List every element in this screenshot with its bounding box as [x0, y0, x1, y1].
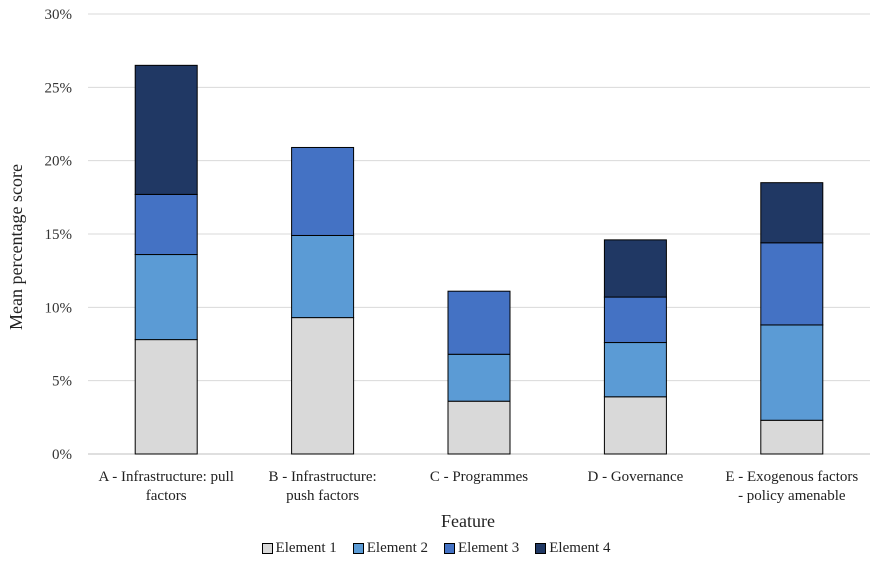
- y-axis-title: Mean percentage score: [6, 164, 26, 330]
- legend-swatch: [261, 543, 273, 554]
- y-tick-label: 20%: [45, 154, 73, 170]
- x-category-label: A - Infrastructure: pull factors: [99, 469, 234, 504]
- legend-item: Element 1: [261, 540, 337, 557]
- bar-segment: [447, 290, 511, 355]
- bar-segment: [134, 254, 198, 341]
- bar-segment: [603, 239, 667, 298]
- stacked-bar-chart: 0% 5% 10% 15% 20% 25% 30% A - Infrastructure: …: [6, 7, 870, 531]
- legend-swatch: [535, 543, 547, 554]
- y-axis-ticks: 0% 5% 10% 15% 20% 25% 30%: [45, 7, 73, 463]
- x-category-label: C - Programmes: [430, 469, 528, 485]
- x-axis-title: Feature: [441, 511, 495, 531]
- bar-segment: [291, 317, 355, 455]
- bar-segment: [134, 339, 198, 455]
- y-tick-label: 0%: [52, 447, 72, 463]
- y-tick-label: 25%: [45, 80, 73, 96]
- bar-segment: [760, 242, 824, 326]
- bar-segment: [760, 419, 824, 455]
- bar-segment: [760, 324, 824, 421]
- x-axis-categories: A - Infrastructure: pull factors B - Infra…: [99, 469, 859, 504]
- bar-segment: [291, 234, 355, 319]
- chart-legend: Element 1 Element 2 Element 3 Element 4: [0, 540, 872, 557]
- legend-swatch: [352, 543, 364, 554]
- legend-label: Element 2: [366, 540, 428, 556]
- bar-segment: [603, 342, 667, 398]
- y-tick-label: 5%: [52, 374, 72, 390]
- legend-label: Element 3: [458, 540, 520, 556]
- bar-segment: [447, 353, 511, 402]
- bar-segment: [447, 400, 511, 455]
- legend-item: Element 4: [535, 540, 610, 557]
- legend-item: Element 3: [444, 540, 519, 557]
- bar-segment: [134, 193, 198, 256]
- bar-segment: [760, 182, 824, 244]
- bar-segment: [291, 146, 355, 236]
- y-tick-label: 30%: [45, 7, 73, 23]
- legend-label: Element 4: [549, 540, 611, 556]
- bars: [134, 64, 824, 455]
- x-category-label: D - Governance: [588, 469, 684, 485]
- legend-swatch: [444, 543, 455, 554]
- bar-segment: [603, 396, 667, 455]
- legend-item: Element 2: [352, 540, 428, 557]
- y-tick-label: 10%: [45, 300, 73, 316]
- bar-segment: [134, 64, 198, 195]
- x-category-label: E - Exogenous factors - policy amenable: [725, 469, 858, 504]
- y-tick-label: 15%: [45, 227, 73, 243]
- legend-label: Element 1: [275, 540, 337, 556]
- bar-segment: [603, 296, 667, 344]
- x-category-label: B - Infrastructure: push factors: [268, 469, 376, 504]
